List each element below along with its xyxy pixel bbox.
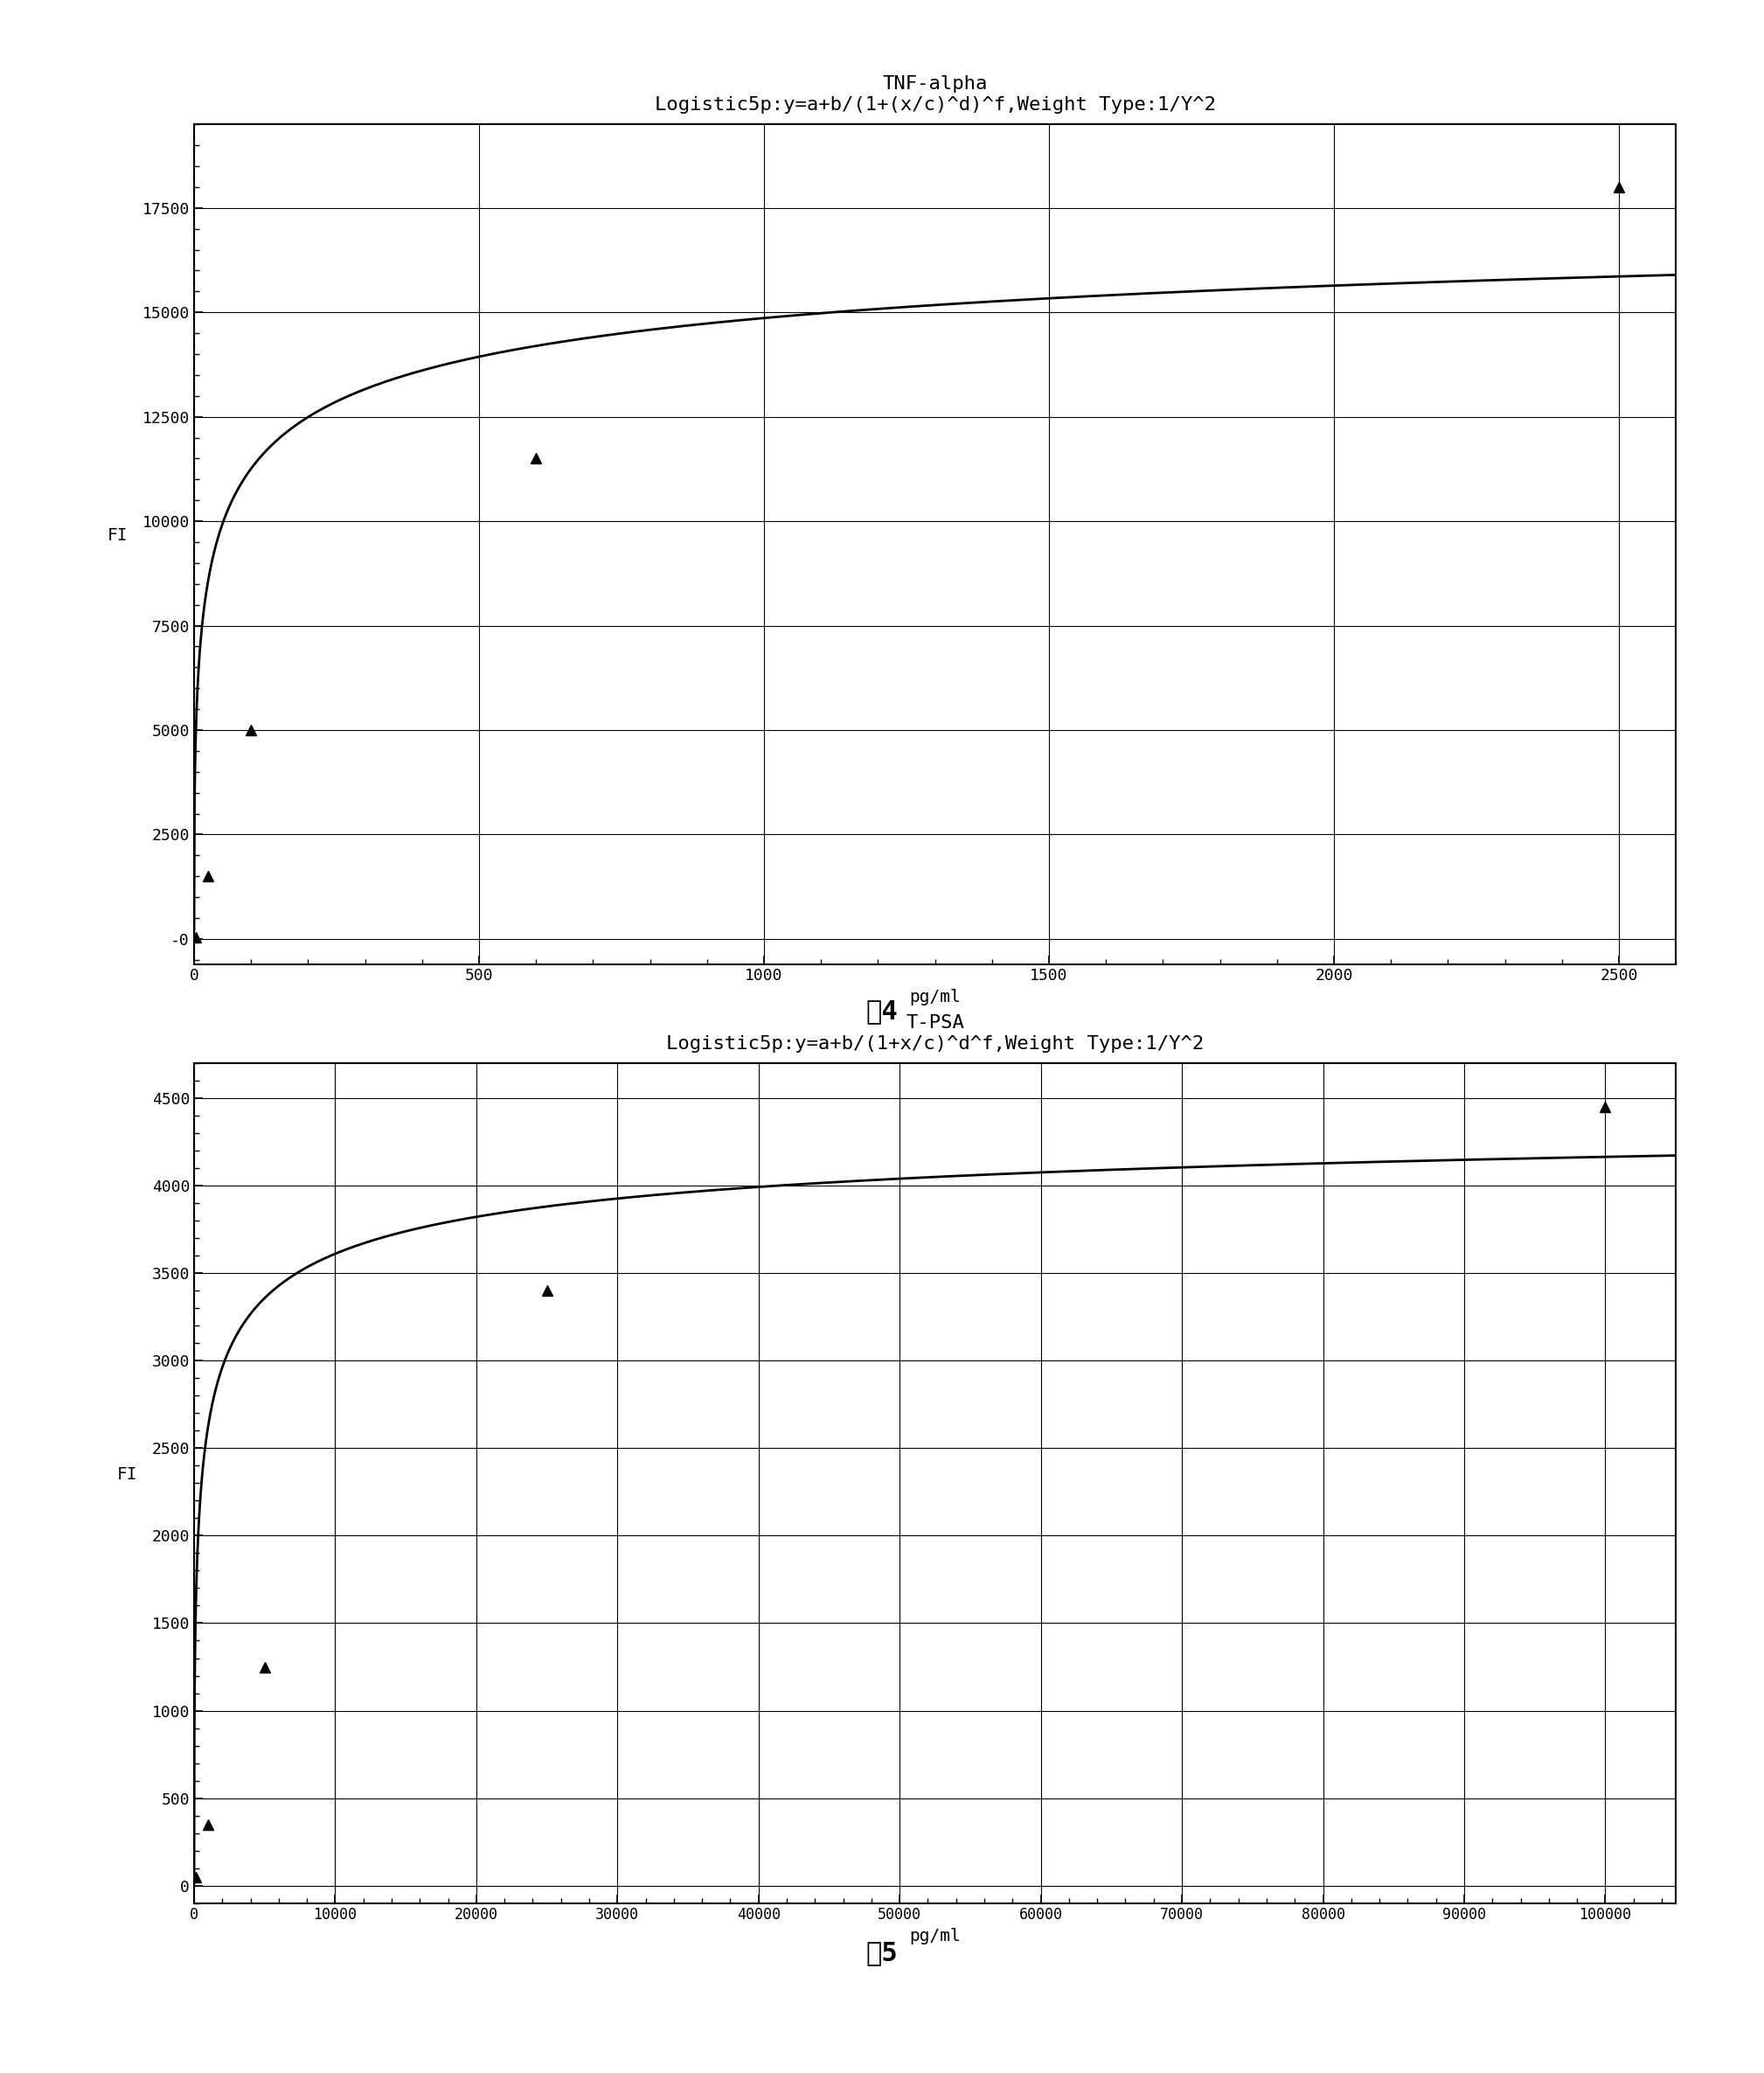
Title: TNF-alpha
Logistic5p:y=a+b/(1+(x/c)^d)^f,Weight Type:1/Y^2: TNF-alpha Logistic5p:y=a+b/(1+(x/c)^d)^f…: [654, 75, 1215, 114]
X-axis label: pg/ml: pg/ml: [908, 989, 961, 1005]
Text: 图5: 图5: [866, 1940, 898, 1965]
Y-axis label: FI: FI: [116, 1466, 138, 1484]
Text: 图4: 图4: [866, 999, 898, 1024]
Y-axis label: FI: FI: [108, 527, 129, 543]
Title: T-PSA
Logistic5p:y=a+b/(1+x/c)^d^f,Weight Type:1/Y^2: T-PSA Logistic5p:y=a+b/(1+x/c)^d^f,Weigh…: [667, 1014, 1203, 1053]
X-axis label: pg/ml: pg/ml: [908, 1928, 961, 1944]
